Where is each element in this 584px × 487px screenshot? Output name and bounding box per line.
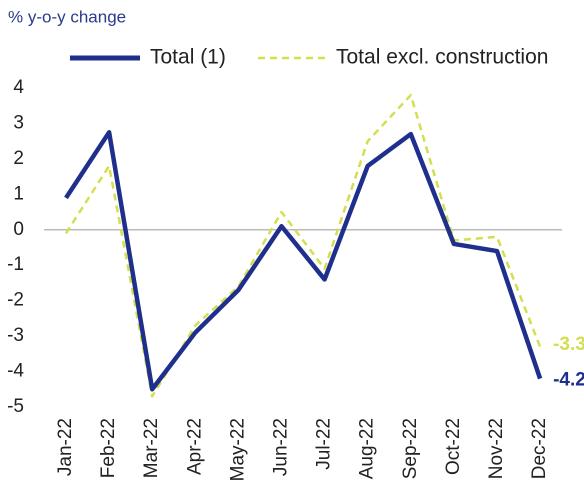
x-tick-label: Jan-22: [55, 418, 76, 476]
legend-label: Total excl. construction: [336, 46, 548, 69]
y-tick-label: -3: [7, 325, 24, 346]
y-tick-label: -2: [7, 290, 24, 311]
y-tick-label: 3: [13, 112, 24, 133]
x-tick-label: Feb-22: [98, 418, 119, 478]
x-tick-label: May-22: [227, 418, 248, 481]
y-tick-label: 0: [13, 219, 24, 240]
x-tick-label: Jul-22: [314, 418, 335, 470]
y-tick-label: -4: [7, 361, 24, 382]
data-label: -3.3: [553, 334, 584, 355]
x-tick-label: Nov-22: [486, 418, 507, 479]
y-tick-label: 2: [13, 148, 24, 169]
series-line: [64, 93, 542, 398]
series-line: [64, 130, 543, 392]
y-axis-label: % y-o-y change: [8, 7, 126, 26]
y-tick-label: 4: [13, 77, 24, 98]
x-tick-label: Sep-22: [400, 418, 421, 479]
y-tick-label: -1: [7, 254, 24, 275]
x-tick-label: Jun-22: [271, 418, 292, 476]
y-tick-label: -5: [7, 396, 24, 417]
x-tick-label: Mar-22: [141, 418, 162, 478]
x-tick-label: Dec-22: [529, 418, 550, 479]
x-tick-label: Aug-22: [357, 418, 378, 479]
legend-label: Total (1): [150, 46, 226, 69]
x-tick-label: Oct-22: [443, 418, 464, 475]
y-tick-label: 1: [13, 183, 24, 204]
data-label: -4.2: [553, 370, 584, 391]
x-tick-label: Apr-22: [184, 418, 205, 475]
